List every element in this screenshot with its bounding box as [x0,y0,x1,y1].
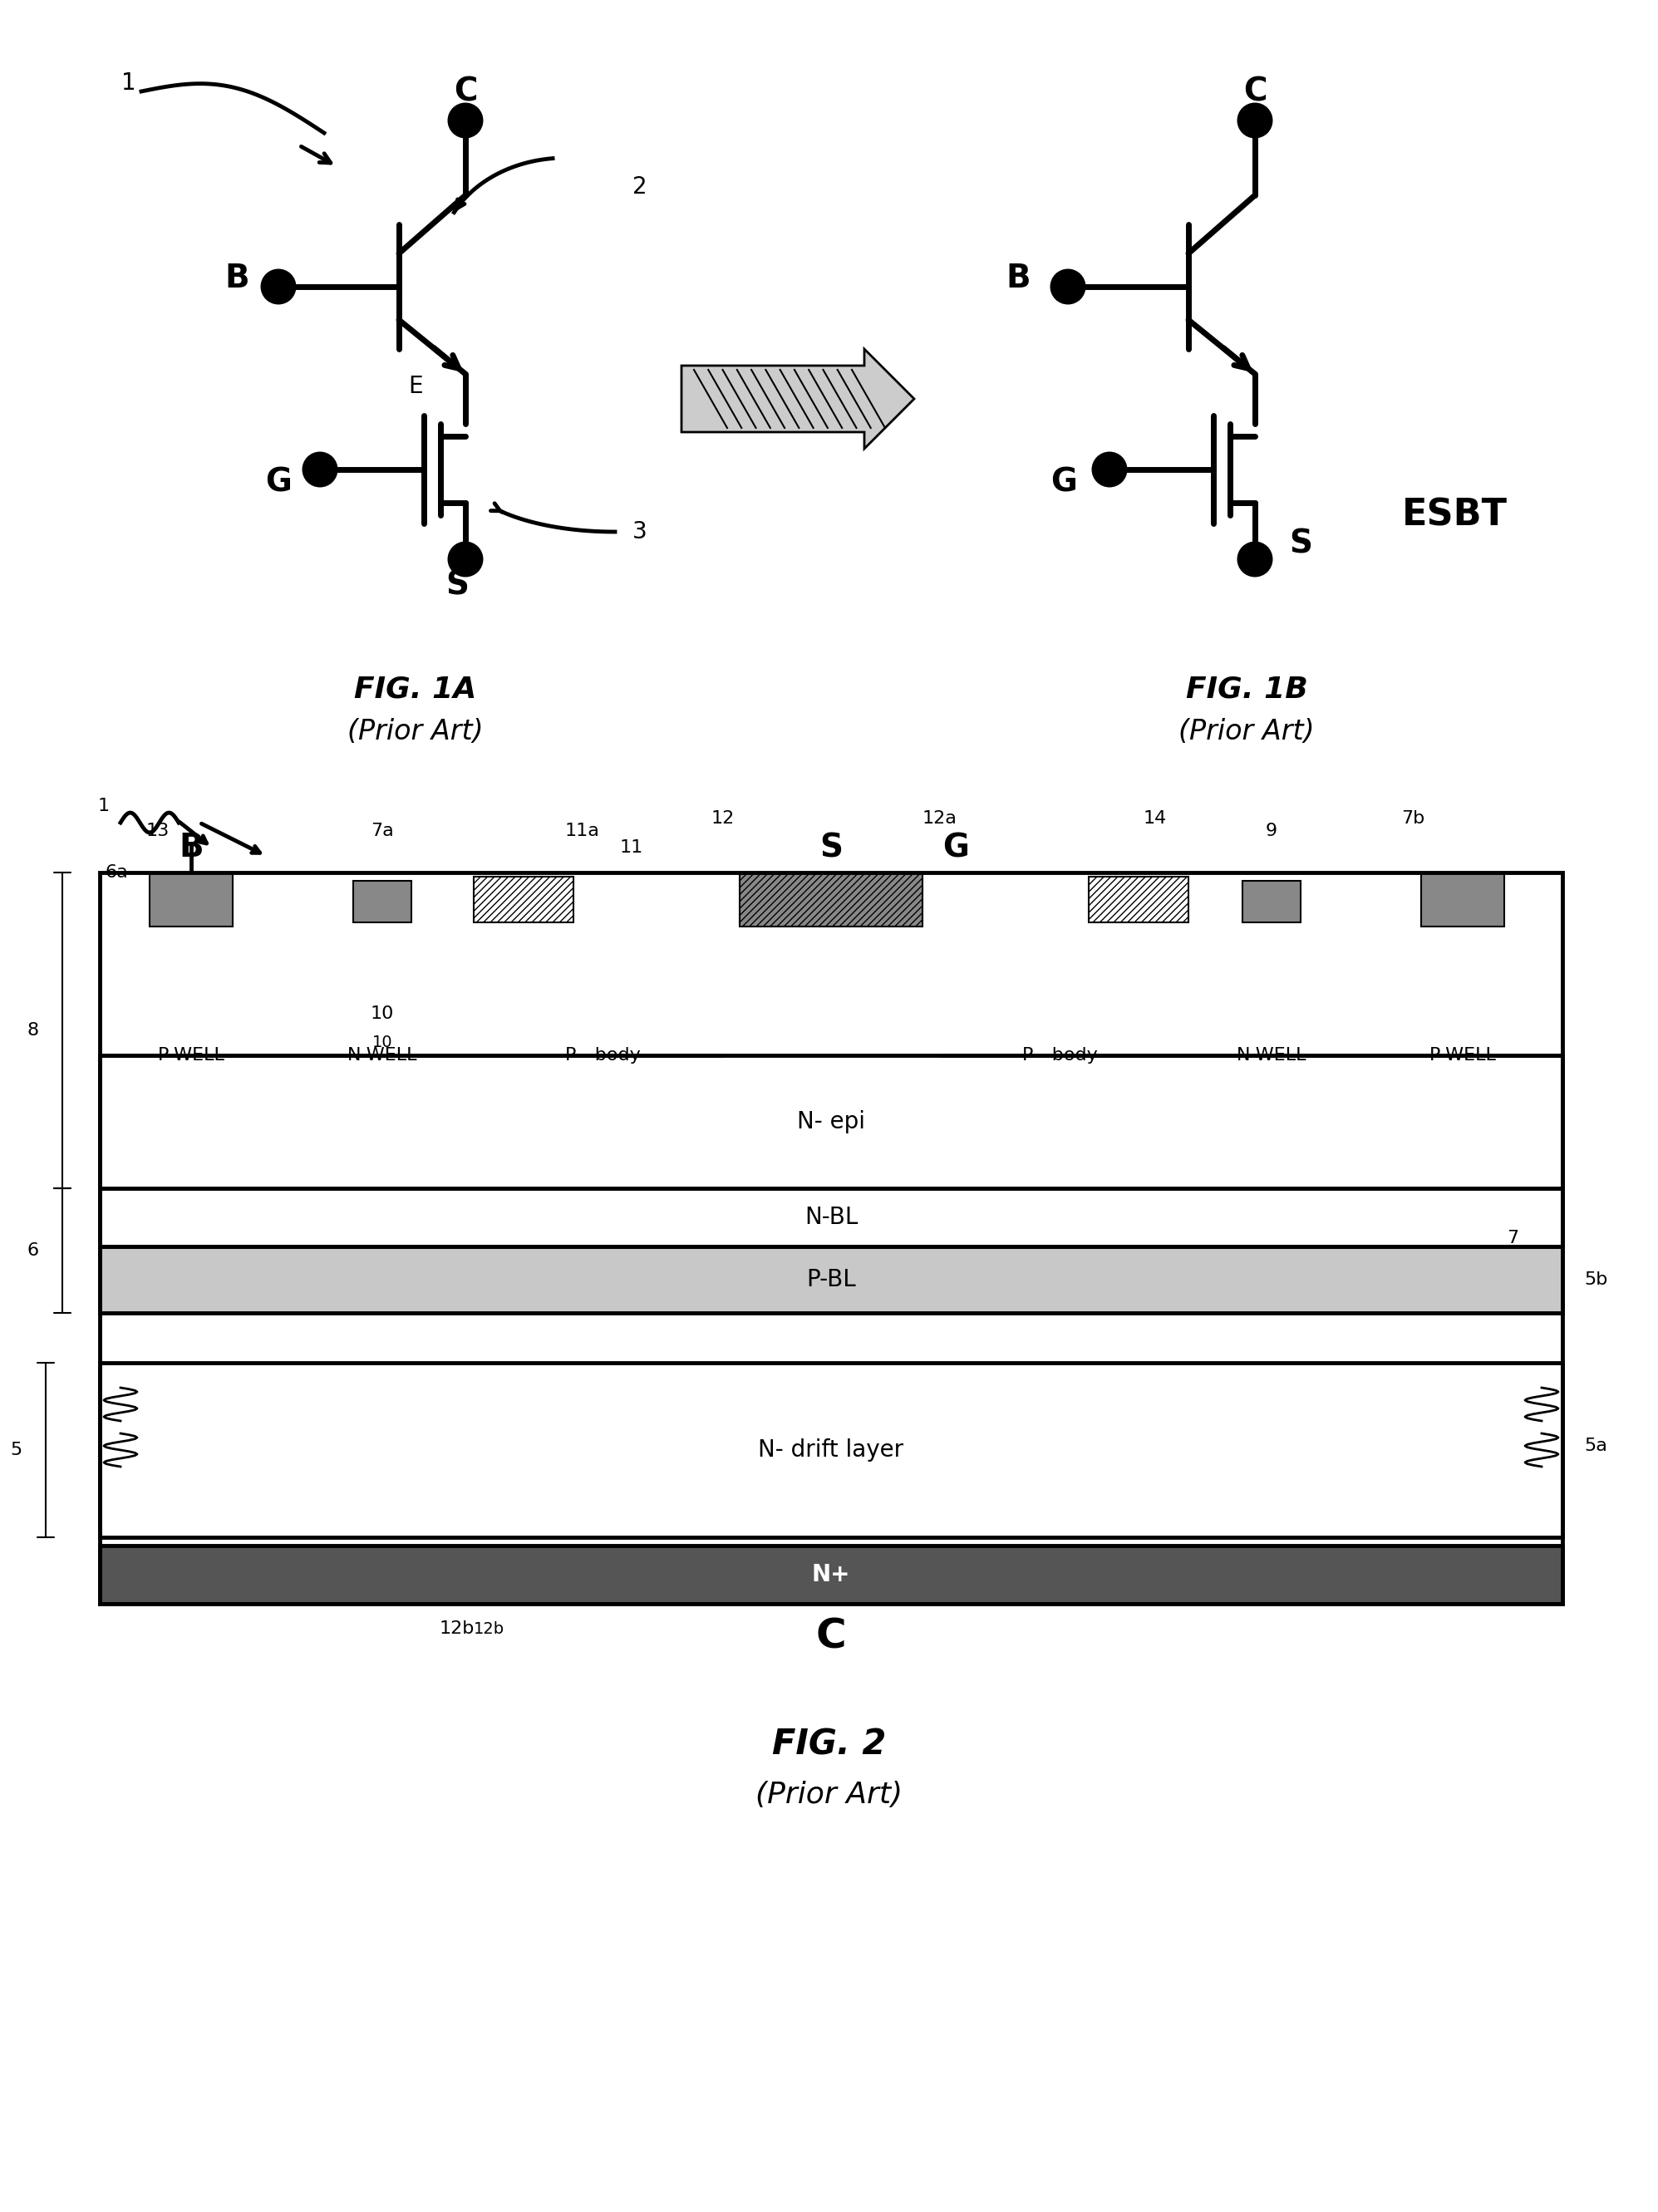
Text: 12b: 12b [474,1621,504,1637]
Text: S: S [1288,529,1311,560]
Circle shape [451,544,481,575]
Text: 6a: 6a [104,865,128,880]
Text: 5a: 5a [1583,1438,1607,1453]
Text: S: S [446,571,469,602]
Text: 11a: 11a [564,823,599,838]
Text: FIG. 1A: FIG. 1A [355,675,478,703]
Text: N+: N+ [812,1564,851,1586]
Text: B: B [224,263,249,294]
Text: 13: 13 [146,823,169,838]
Bar [353,880,411,922]
Text: (Prior Art): (Prior Art) [1179,717,1315,745]
Bar [1089,876,1189,922]
Text: P-WELL: P-WELL [1429,1046,1496,1064]
Text: B: B [179,832,204,863]
Text: 7a: 7a [371,823,395,838]
Bar [474,876,574,922]
Bar [1242,880,1300,922]
Text: 7b: 7b [1401,810,1424,827]
Text: 5b: 5b [1583,1272,1608,1287]
Text: 11: 11 [620,838,643,856]
Bar [99,1363,1562,1537]
Text: 12b: 12b [439,1621,474,1637]
Text: P-WELL: P-WELL [158,1046,225,1064]
Text: 10: 10 [371,1035,393,1051]
Circle shape [1094,453,1124,484]
Text: 5: 5 [10,1442,23,1458]
Bar [149,872,232,927]
Text: 6: 6 [27,1243,40,1259]
Text: N-WELL: N-WELL [347,1046,418,1064]
Bar [99,872,1562,1604]
Text: 12a: 12a [922,810,957,827]
Bar [99,1546,1562,1604]
Text: C: C [1244,75,1267,106]
Text: P-BL: P-BL [806,1267,856,1292]
Text: (Prior Art): (Prior Art) [348,717,484,745]
Text: N-BL: N-BL [804,1206,857,1230]
Text: ESBT: ESBT [1401,498,1507,533]
Text: P - body: P - body [1021,1046,1098,1064]
Text: 10: 10 [370,1006,395,1022]
Text: G: G [1051,467,1078,498]
Bar [1421,872,1504,927]
Circle shape [305,453,335,484]
Text: 8: 8 [27,1022,40,1040]
Text: 2: 2 [633,175,647,199]
Circle shape [1240,106,1270,135]
Bar [99,1055,1562,1188]
Text: S: S [819,832,842,863]
Text: 14: 14 [1144,810,1167,827]
Text: C: C [816,1617,846,1657]
Text: G: G [942,832,968,863]
Text: FIG. 1B: FIG. 1B [1185,675,1308,703]
Text: 1: 1 [121,71,136,95]
Text: G: G [265,467,292,498]
Text: 7: 7 [1507,1230,1519,1245]
Circle shape [1053,272,1083,301]
Text: FIG. 2: FIG. 2 [773,1728,885,1763]
Text: C: C [454,75,478,106]
Bar [99,1245,1562,1314]
Text: B: B [1006,263,1030,294]
Text: 1: 1 [98,799,109,814]
Circle shape [451,106,481,135]
Text: N- epi: N- epi [797,1110,865,1133]
Text: E: E [408,374,423,398]
Text: 9: 9 [1265,823,1277,838]
Bar [99,1188,1562,1245]
Text: N- drift layer: N- drift layer [758,1438,904,1462]
Text: 3: 3 [633,520,647,544]
Text: 12: 12 [711,810,734,827]
Bar [739,872,922,927]
FancyArrow shape [681,349,914,449]
Circle shape [264,272,293,301]
Text: (Prior Art): (Prior Art) [756,1781,902,1809]
Text: N-WELL: N-WELL [1237,1046,1307,1064]
Text: P - body: P - body [565,1046,640,1064]
Circle shape [1240,544,1270,575]
